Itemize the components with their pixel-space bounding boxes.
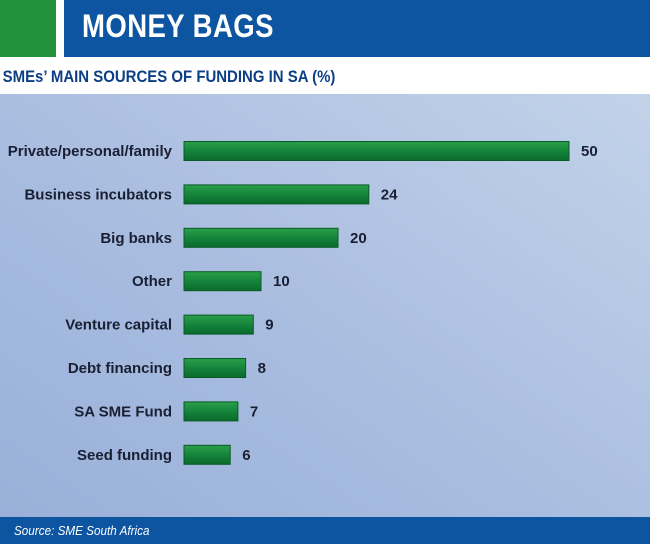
value-label: 7: [250, 403, 258, 420]
bar: [183, 184, 370, 205]
category-label: Seed funding: [77, 447, 172, 464]
category-label: Debt financing: [68, 360, 172, 377]
value-label: 20: [350, 230, 367, 247]
bar-chart: Private/personal/family 50 Business incuba…: [8, 141, 598, 465]
bar: [183, 358, 247, 378]
category-label: SA SME Fund: [74, 403, 172, 420]
category-label: Venture capital: [65, 317, 172, 334]
value-label: 6: [242, 447, 250, 464]
header: MONEY BAGS: [0, 0, 650, 57]
value-label: 10: [273, 273, 290, 290]
value-label: 50: [581, 143, 598, 160]
chart-title: SMEs’ MAIN SOURCES OF FUNDING IN SA (%): [2, 67, 336, 86]
value-label: 24: [381, 186, 398, 203]
category-label: Private/personal/family: [8, 143, 173, 160]
bar: [183, 314, 254, 335]
category-label: Big banks: [100, 230, 172, 247]
category-label: Other: [132, 273, 172, 290]
bar: [183, 444, 231, 465]
value-label: 9: [265, 317, 273, 334]
bar: [183, 227, 339, 248]
footer: Source: SME South Africa: [0, 517, 650, 544]
value-label: 8: [258, 360, 266, 377]
bar: [183, 271, 262, 292]
header-band: [64, 0, 650, 57]
bar: [183, 401, 239, 422]
bar: [183, 141, 570, 161]
category-label: Business incubators: [24, 186, 172, 203]
header-accent-block: [0, 0, 56, 57]
source-note: Source: SME South Africa: [14, 523, 150, 538]
page-title: MONEY BAGS: [82, 8, 274, 44]
chart-plot-area: Private/personal/family 50 Business incuba…: [0, 94, 650, 517]
